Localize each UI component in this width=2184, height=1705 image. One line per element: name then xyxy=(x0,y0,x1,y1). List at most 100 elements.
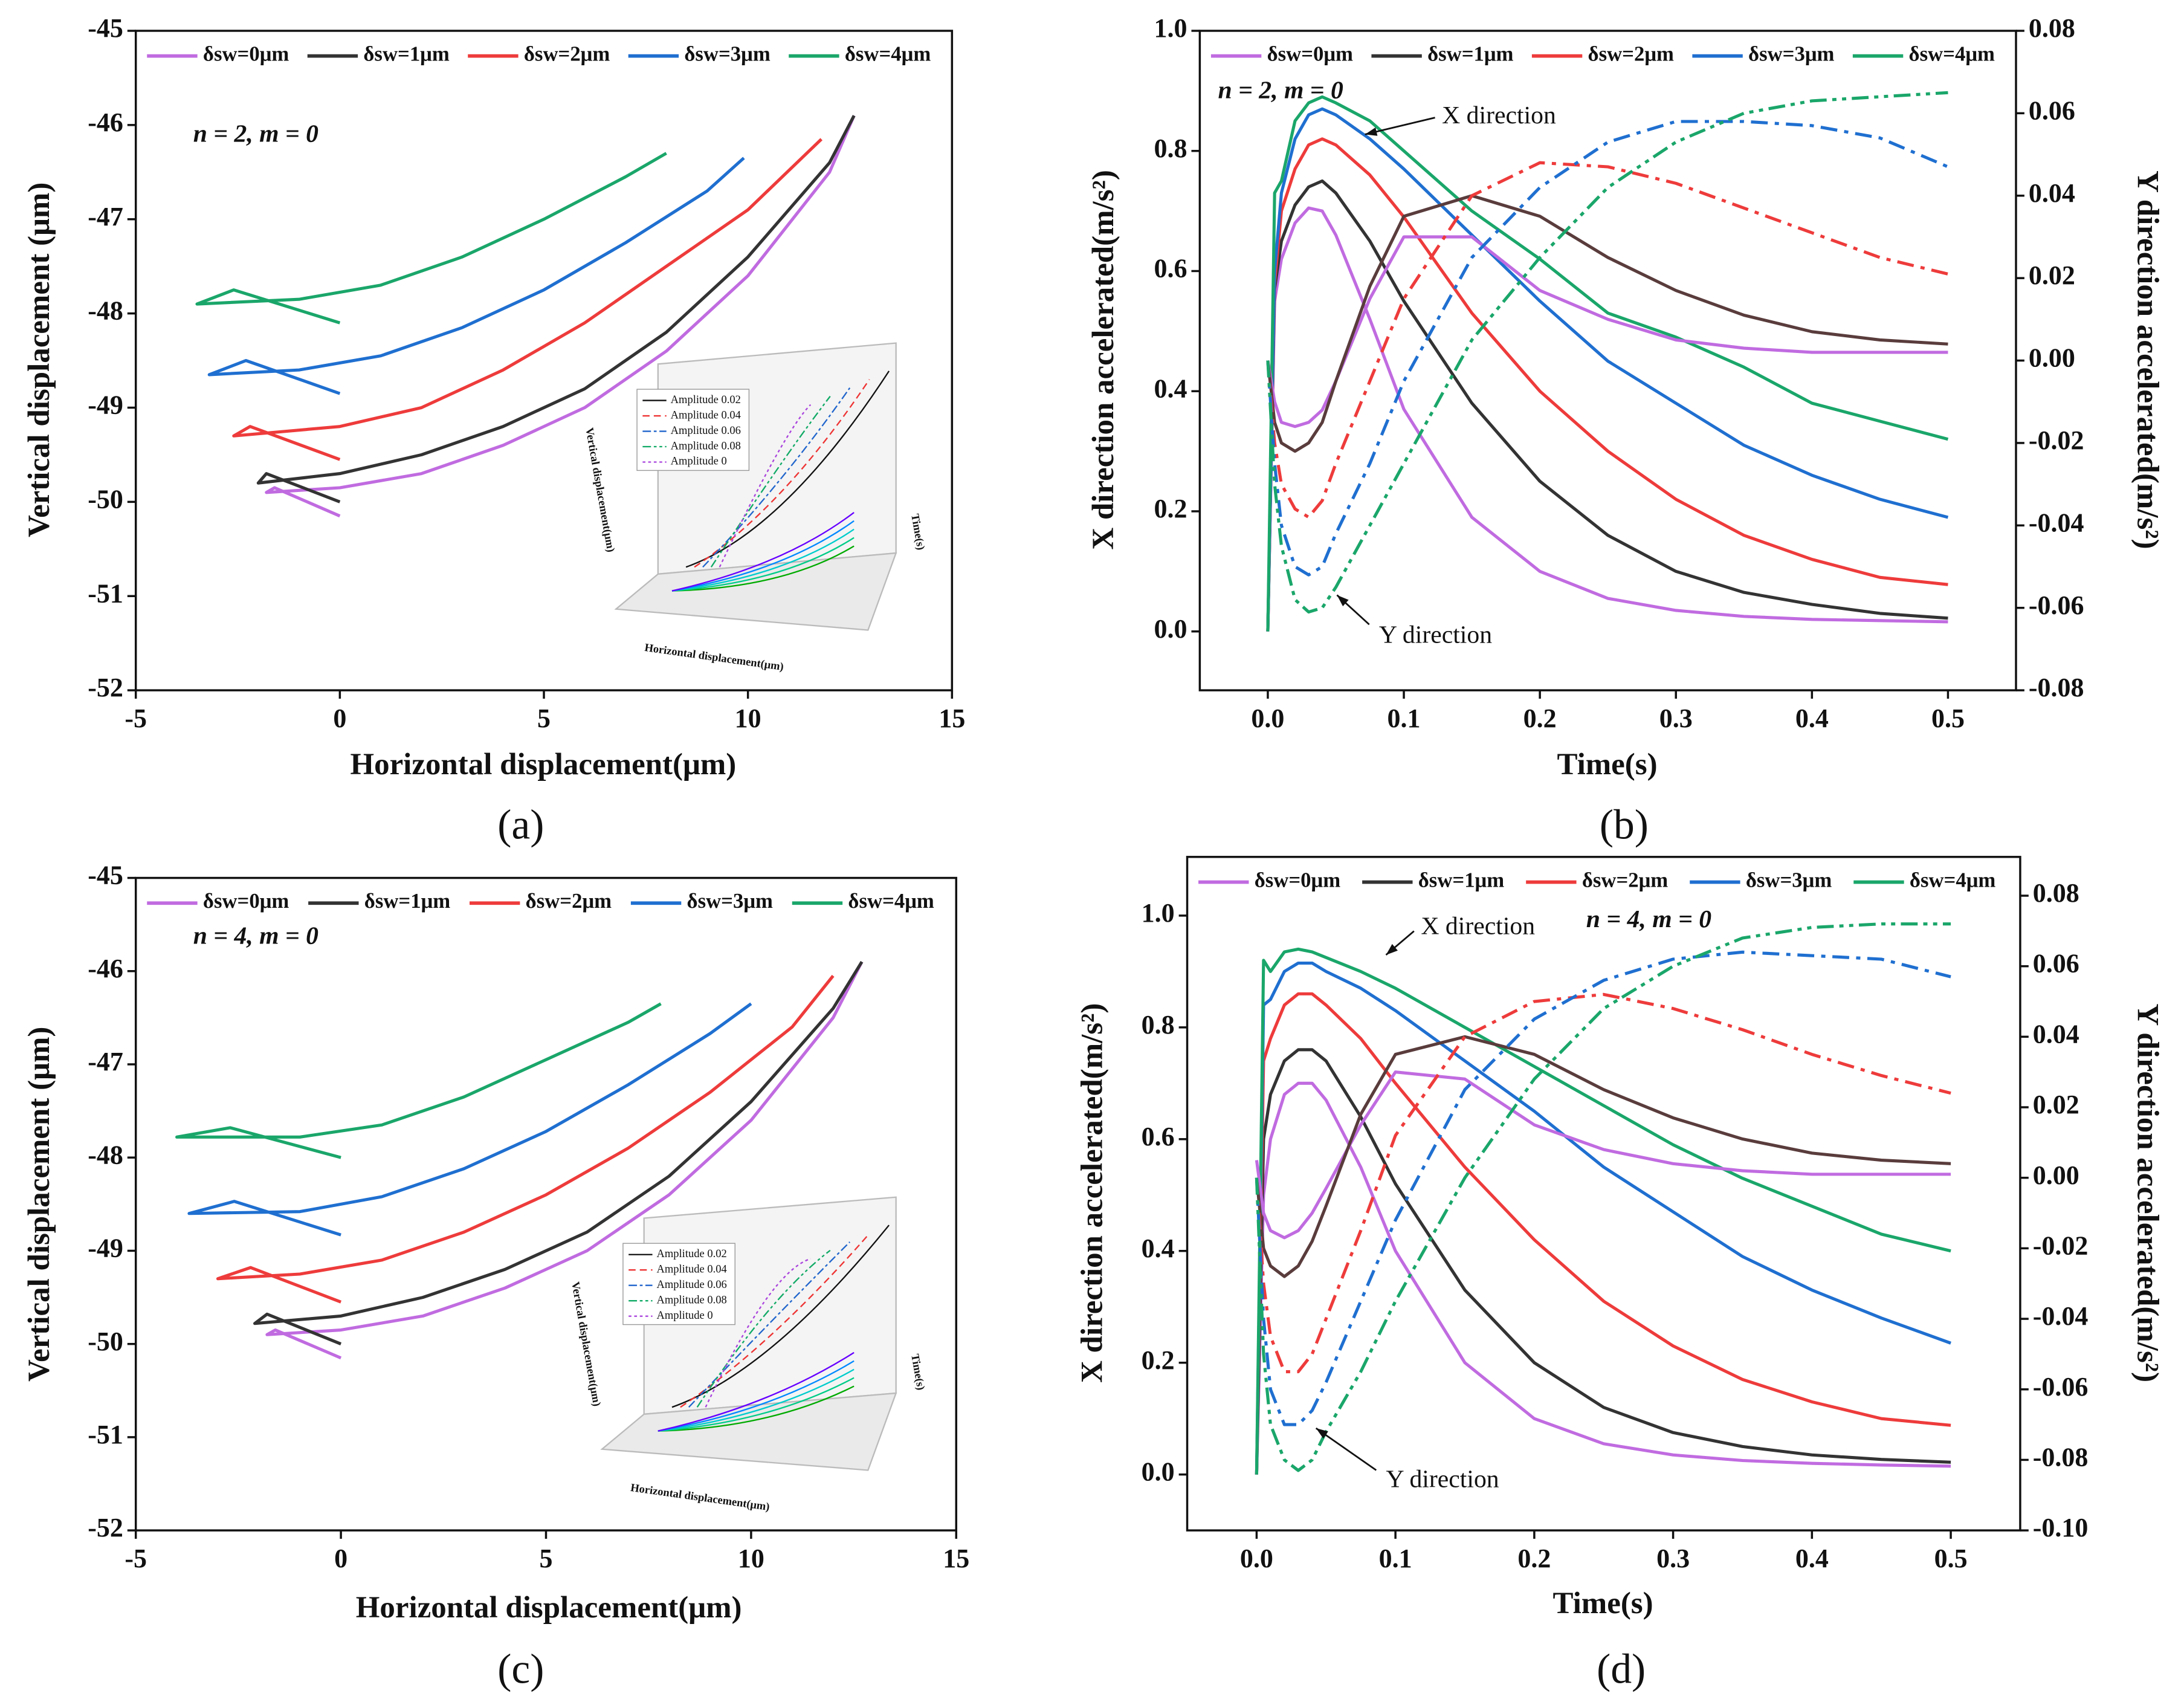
legend-label: δsw=1μm xyxy=(364,889,450,913)
inset-floor xyxy=(600,1392,897,1471)
inset-curve xyxy=(694,379,870,568)
y-tick-label: 0.0 xyxy=(1154,614,1187,644)
y-series-line xyxy=(1255,950,1951,1426)
x-tick-label: 5 xyxy=(537,704,551,733)
x-tick-label: 0.0 xyxy=(1240,1544,1273,1573)
inset-legend-label: Amplitude 0 xyxy=(657,1309,713,1322)
annotation: n = 2, m = 0 xyxy=(193,120,318,147)
series-line xyxy=(256,115,856,503)
x-tick-label: 0.3 xyxy=(1659,704,1693,733)
y-tick-label: -49 xyxy=(88,1234,123,1263)
annotation-arrow xyxy=(1315,1427,1377,1471)
y2-tick-label: 0.08 xyxy=(2029,13,2075,43)
inset-curve xyxy=(685,370,890,568)
x-tick-label: -5 xyxy=(124,1544,147,1573)
inset-legend-label: Amplitude 0.02 xyxy=(657,1247,727,1260)
legend-label: δsw=3μm xyxy=(1746,868,1832,891)
legend-label: δsw=0μm xyxy=(203,42,289,66)
y2-tick-label: -0.02 xyxy=(2029,425,2084,455)
series-line xyxy=(1266,107,1949,632)
inset-curve xyxy=(719,404,812,568)
y-series-line xyxy=(1266,194,1948,453)
chart: -5 0 5 10 15-52-51-50-49-48-47-46-45Horizont… xyxy=(22,861,969,1693)
y2-tick-label: -0.06 xyxy=(2029,590,2084,620)
y2-tick-label: 0.04 xyxy=(2033,1019,2079,1049)
y-series-line xyxy=(1266,120,1949,577)
x-tick-label: 0.5 xyxy=(1934,1544,1968,1573)
y2-tick-label: -0.08 xyxy=(2029,673,2084,702)
series-line xyxy=(1266,95,1949,632)
y2-tick-label: 0.00 xyxy=(2029,343,2075,373)
inset-floor-curve xyxy=(671,545,855,592)
x-tick-label: 15 xyxy=(943,1544,969,1573)
inset-floor-curve xyxy=(657,1360,855,1432)
y-tick-label: -48 xyxy=(88,296,123,326)
annotation: X direction xyxy=(1442,102,1556,129)
inset-legend-label: Amplitude 0.02 xyxy=(671,393,741,406)
arrow-head xyxy=(1316,1428,1328,1439)
series-line xyxy=(216,974,835,1304)
y-tick-label: 1.0 xyxy=(1154,13,1187,43)
inset-curve xyxy=(705,1258,811,1408)
y-tick-label: -52 xyxy=(88,673,123,702)
y-tick-label: -46 xyxy=(88,108,123,137)
legend-label: δsw=2μm xyxy=(1588,42,1674,66)
x-axis-label: Time(s) xyxy=(1553,1587,1653,1620)
y2-tick-label: 0.04 xyxy=(2029,178,2075,208)
legend-label: δsw=3μm xyxy=(1748,42,1834,66)
inset-legend-label: Amplitude 0.04 xyxy=(657,1263,727,1275)
plot-frame xyxy=(1186,856,2021,1532)
y-axis-label: Vertical displacement (μm) xyxy=(22,1027,56,1382)
annotation: n = 4, m = 0 xyxy=(1586,905,1711,933)
y2-tick-label: 0.08 xyxy=(2033,878,2079,908)
inset-legend-box xyxy=(636,389,750,471)
inset-floor-curve xyxy=(671,528,855,592)
y-series-line xyxy=(1255,1070,1951,1240)
x-axis-label: Time(s) xyxy=(1557,748,1658,781)
x-tick-label: 0 xyxy=(334,1544,347,1573)
series-line xyxy=(187,1002,752,1237)
annotation-arrow xyxy=(1365,117,1435,135)
inset-floor-curve xyxy=(657,1351,855,1432)
inset-legend-label: Amplitude 0.06 xyxy=(657,1278,727,1291)
series-line xyxy=(265,115,856,518)
panel-label: (b) xyxy=(1600,801,1649,848)
y-tick-label: -50 xyxy=(88,484,123,514)
y-tick-label: -48 xyxy=(88,1140,123,1170)
legend-label: δsw=2μm xyxy=(524,42,610,66)
inset-curve xyxy=(671,1225,890,1408)
inset-legend-label: Amplitude 0 xyxy=(671,455,727,468)
y2-axis-label: Y direction accelerated(m/s²) xyxy=(2130,170,2164,549)
series-line xyxy=(1255,961,1951,1475)
annotation: Y direction xyxy=(1379,621,1492,649)
x-axis-label: Horizontal displacement(μm) xyxy=(350,748,736,781)
legend-label: δsw=4μm xyxy=(1909,42,1995,66)
series-line xyxy=(1255,992,1951,1475)
legend-label: δsw=4μm xyxy=(845,42,931,66)
series-line xyxy=(207,157,745,395)
arrow-head xyxy=(1337,595,1349,607)
y-tick-label: 0.8 xyxy=(1142,1010,1175,1040)
inset-legend-box xyxy=(622,1243,735,1325)
arrow-head xyxy=(1365,127,1378,136)
y-tick-label: 0.2 xyxy=(1154,494,1187,523)
y2-tick-label: -0.08 xyxy=(2033,1443,2089,1472)
y-tick-label: -47 xyxy=(88,1047,123,1076)
y-tick-label: 0.4 xyxy=(1154,374,1187,403)
inset-legend-label: Amplitude 0.04 xyxy=(671,409,741,421)
y-tick-label: -45 xyxy=(88,13,123,43)
inset-floor-curve xyxy=(657,1368,855,1432)
x-tick-label: 5 xyxy=(540,1544,553,1573)
panel-label: (a) xyxy=(497,801,544,848)
annotation: n = 4, m = 0 xyxy=(193,922,318,950)
y2-tick-label: 0.06 xyxy=(2033,949,2079,979)
series-line xyxy=(265,961,864,1360)
y-axis-label: Vertical displacement (μm) xyxy=(22,183,56,537)
y-tick-label: 0.0 xyxy=(1142,1457,1175,1487)
inset-legend-label: Amplitude 0.08 xyxy=(657,1293,727,1306)
y-series-line xyxy=(1266,91,1948,614)
inset-floor-curve xyxy=(657,1385,855,1432)
inset-curve xyxy=(680,1233,870,1408)
